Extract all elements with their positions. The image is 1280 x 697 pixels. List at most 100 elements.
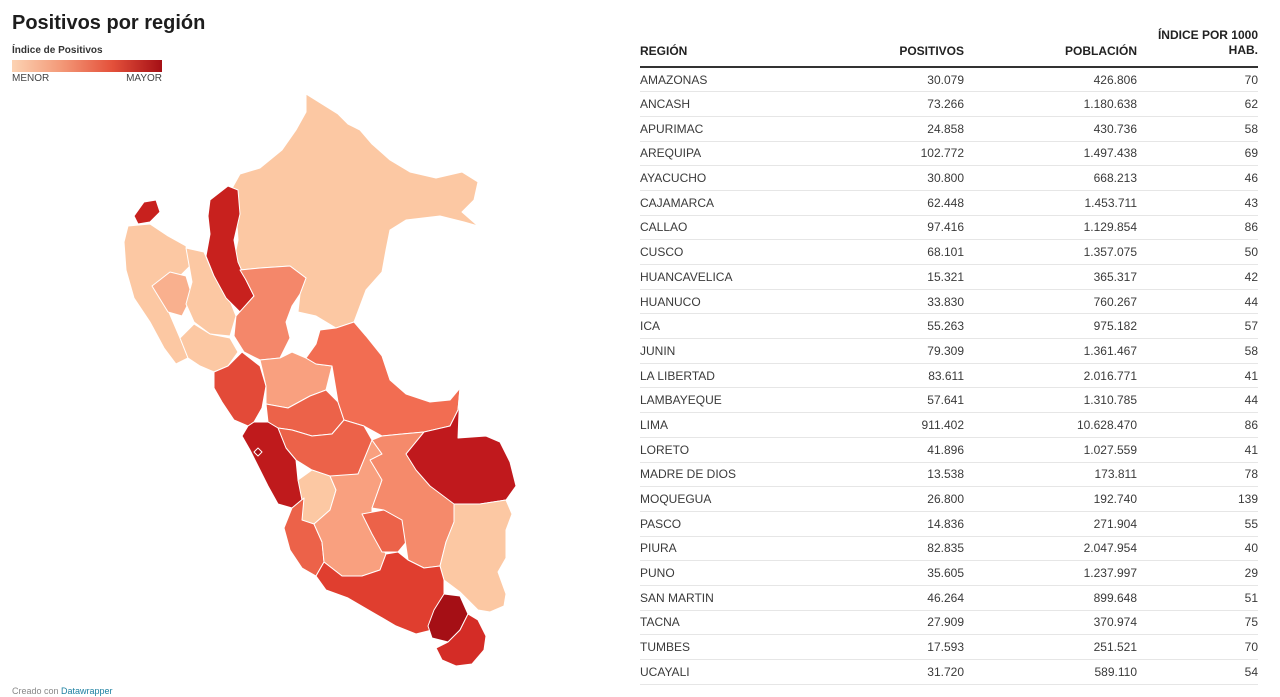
cell-poblacion: 370.974	[964, 610, 1137, 636]
cell-poblacion: 1.310.785	[964, 387, 1137, 414]
cell-positivos: 79.309	[840, 338, 964, 364]
cell-poblacion: 668.213	[964, 165, 1137, 191]
cell-region: AREQUIPA	[640, 141, 840, 167]
cell-poblacion: 1.361.467	[964, 338, 1137, 364]
region-madre-de-dios[interactable]	[405, 387, 517, 505]
table-row: HUANUCO 33.830 760.267 44	[640, 289, 1258, 315]
cell-indice: 44	[1137, 387, 1258, 414]
region-tumbes[interactable]	[133, 199, 161, 225]
table-header-row: REGIÓN POSITIVOS POBLACIÓN ÍNDICE POR 10…	[640, 28, 1258, 68]
cell-poblacion: 2.016.771	[964, 363, 1137, 389]
region-san-martin[interactable]	[233, 265, 307, 361]
cell-region: CUSCO	[640, 239, 840, 265]
cell-positivos: 97.416	[840, 215, 964, 241]
cell-positivos: 73.266	[840, 91, 964, 117]
cell-poblacion: 173.811	[964, 462, 1137, 488]
cell-region: LORETO	[640, 437, 840, 463]
region-puno[interactable]	[439, 499, 513, 613]
cell-positivos: 24.858	[840, 116, 964, 142]
header-region[interactable]: REGIÓN	[640, 28, 840, 68]
cell-region: TACNA	[640, 610, 840, 636]
cell-poblacion: 271.904	[964, 511, 1137, 537]
region-tacna[interactable]	[435, 613, 487, 667]
cell-positivos: 33.830	[840, 289, 964, 315]
region-ancash[interactable]	[213, 351, 267, 427]
cell-region: LAMBAYEQUE	[640, 387, 840, 414]
cell-indice: 42	[1137, 264, 1258, 290]
table-row: LIMA 911.402 10.628.470 86	[640, 412, 1258, 438]
header-poblacion[interactable]: POBLACIÓN	[964, 28, 1137, 68]
cell-indice: 44	[1137, 289, 1258, 315]
cell-indice: 70	[1137, 634, 1258, 660]
cell-indice: 62	[1137, 91, 1258, 117]
cell-region: LIMA	[640, 412, 840, 438]
table-row: CAJAMARCA 62.448 1.453.711 43	[640, 190, 1258, 216]
table-row: AYACUCHO 30.800 668.213 46	[640, 165, 1258, 191]
cell-poblacion: 899.648	[964, 585, 1137, 611]
cell-indice: 41	[1137, 363, 1258, 389]
cell-indice: 29	[1137, 560, 1258, 586]
table-row: AMAZONAS 30.079 426.806 70	[640, 67, 1258, 93]
chart-title: Positivos por región	[12, 12, 206, 34]
cell-poblacion: 251.521	[964, 634, 1137, 660]
footer-prefix: Creado con	[12, 686, 62, 696]
cell-region: CAJAMARCA	[640, 190, 840, 216]
table-row: UCAYALI 31.720 589.110 54	[640, 659, 1258, 685]
table-row: APURIMAC 24.858 430.736 58	[640, 116, 1258, 142]
cell-positivos: 30.800	[840, 165, 964, 191]
cell-region: PASCO	[640, 511, 840, 537]
table-row: ANCASH 73.266 1.180.638 62	[640, 91, 1258, 117]
footer-credit: Creado con Datawrapper	[12, 686, 113, 696]
table-row: LA LIBERTAD 83.611 2.016.771 41	[640, 363, 1258, 389]
cell-positivos: 26.800	[840, 486, 964, 512]
table-body: AMAZONAS 30.079 426.806 70 ANCASH 73.266 1.180…	[640, 67, 1258, 685]
cell-region: APURIMAC	[640, 116, 840, 142]
region-arequipa[interactable]	[315, 551, 445, 635]
table-row: PASCO 14.836 271.904 55	[640, 511, 1258, 537]
table-row: TACNA 27.909 370.974 75	[640, 610, 1258, 636]
cell-positivos: 55.263	[840, 313, 964, 340]
region-callao[interactable]	[253, 447, 263, 457]
table-row: PUNO 35.605 1.237.997 29	[640, 560, 1258, 586]
cell-region: LA LIBERTAD	[640, 363, 840, 389]
cell-indice: 50	[1137, 239, 1258, 265]
legend-max-label: MAYOR	[126, 73, 162, 84]
legend-min-label: MENOR	[12, 73, 50, 84]
cell-indice: 57	[1137, 313, 1258, 340]
cell-region: MOQUEGUA	[640, 486, 840, 512]
cell-indice: 51	[1137, 585, 1258, 611]
region-la-libertad[interactable]	[179, 323, 239, 373]
cell-positivos: 911.402	[840, 412, 964, 438]
cell-positivos: 13.538	[840, 462, 964, 488]
cell-indice: 55	[1137, 511, 1258, 537]
cell-positivos: 17.593	[840, 634, 964, 660]
peru-region-map	[123, 93, 517, 667]
header-indice[interactable]: ÍNDICE POR 1000 HAB.	[1137, 28, 1258, 68]
cell-poblacion: 365.317	[964, 264, 1137, 290]
cell-region: MADRE DE DIOS	[640, 462, 840, 488]
cell-positivos: 102.772	[840, 141, 964, 167]
cell-region: SAN MARTIN	[640, 585, 840, 611]
cell-positivos: 82.835	[840, 536, 964, 562]
cell-positivos: 83.611	[840, 363, 964, 389]
cell-positivos: 57.641	[840, 387, 964, 414]
cell-poblacion: 1.497.438	[964, 141, 1137, 167]
cell-poblacion: 10.628.470	[964, 412, 1137, 438]
cell-indice: 54	[1137, 659, 1258, 685]
cell-poblacion: 430.736	[964, 116, 1137, 142]
cell-poblacion: 2.047.954	[964, 536, 1137, 562]
datawrapper-link[interactable]: Datawrapper	[61, 686, 113, 696]
cell-poblacion: 1.357.075	[964, 239, 1137, 265]
cell-poblacion: 589.110	[964, 659, 1137, 685]
cell-poblacion: 192.740	[964, 486, 1137, 512]
cell-indice: 58	[1137, 338, 1258, 364]
table-row: MOQUEGUA 26.800 192.740 139	[640, 486, 1258, 512]
header-positivos[interactable]: POSITIVOS	[840, 28, 964, 68]
cell-indice: 40	[1137, 536, 1258, 562]
cell-indice: 139	[1137, 486, 1258, 512]
table-row: LAMBAYEQUE 57.641 1.310.785 44	[640, 387, 1258, 414]
cell-positivos: 14.836	[840, 511, 964, 537]
cell-indice: 69	[1137, 141, 1258, 167]
table-row: LORETO 41.896 1.027.559 41	[640, 437, 1258, 463]
cell-positivos: 35.605	[840, 560, 964, 586]
